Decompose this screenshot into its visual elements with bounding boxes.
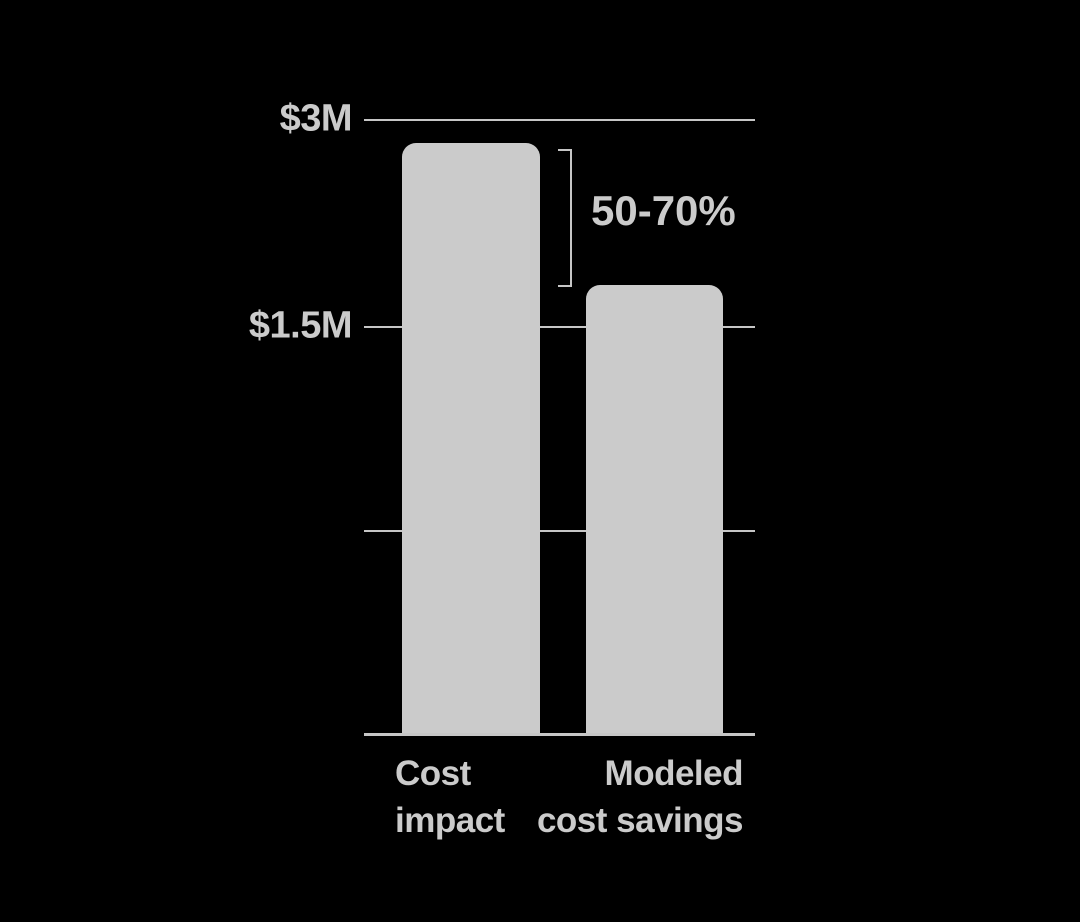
gridline-3m bbox=[364, 119, 755, 121]
y-tick-label-3m: $3M bbox=[279, 97, 353, 140]
bar-cost-impact bbox=[402, 143, 540, 733]
range-bracket-icon bbox=[558, 149, 572, 287]
x-axis-baseline bbox=[364, 733, 755, 736]
bar-label-line: Modeled bbox=[604, 754, 744, 793]
bar-label-line: impact bbox=[395, 801, 505, 840]
bar-label-line: Cost bbox=[395, 754, 471, 793]
bar-label-cost-impact: Cost impact bbox=[395, 750, 505, 844]
bar-modeled-cost-savings bbox=[586, 285, 723, 733]
gridline-unlabeled bbox=[364, 530, 755, 532]
y-tick-label-1-5m: $1.5M bbox=[248, 304, 353, 347]
bar-label-line: cost savings bbox=[536, 801, 744, 840]
range-annotation: 50-70% bbox=[591, 187, 736, 234]
gridline-1-5m bbox=[364, 326, 755, 328]
bar-label-modeled-cost-savings: Modeled cost savings bbox=[536, 750, 744, 844]
